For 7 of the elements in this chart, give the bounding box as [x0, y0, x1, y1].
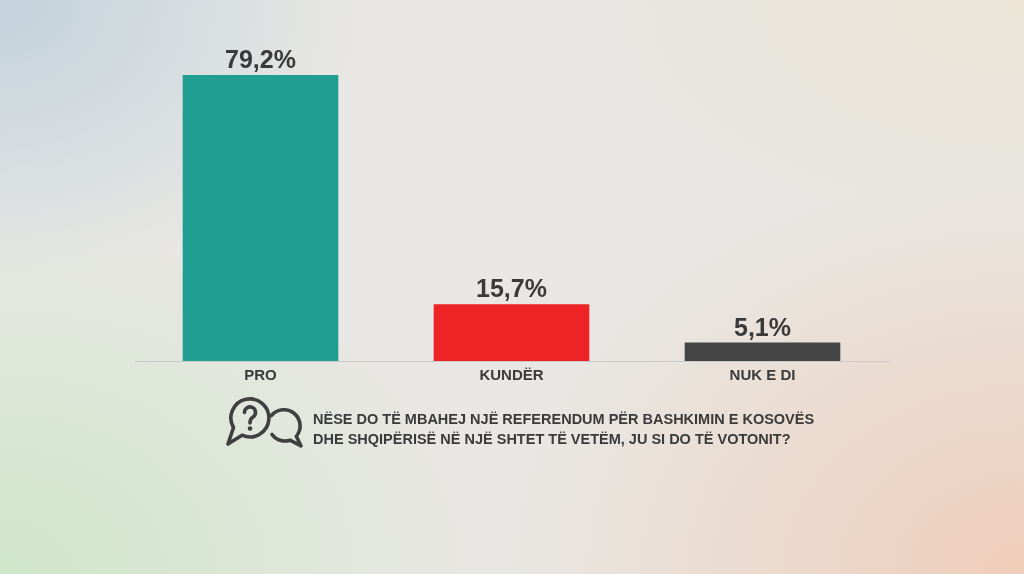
data-label: 79,2% — [225, 44, 296, 73]
data-label: 5,1% — [734, 312, 791, 341]
text: NËSE DO TË MBAHEJ NJË REFERENDUM PËR BASHKIMIN E KOSOVËS DHE SHQIPËRISË NË NJË SHTET TË VETËM, JU SI DO TË VOTONIT? — [313, 410, 816, 449]
x-tick-label: KUNDËR — [479, 366, 544, 384]
x-tick-label: PRO — [244, 366, 278, 384]
x-tick-label: NUK E DI — [729, 366, 796, 384]
data-label: 15,7% — [476, 274, 547, 303]
